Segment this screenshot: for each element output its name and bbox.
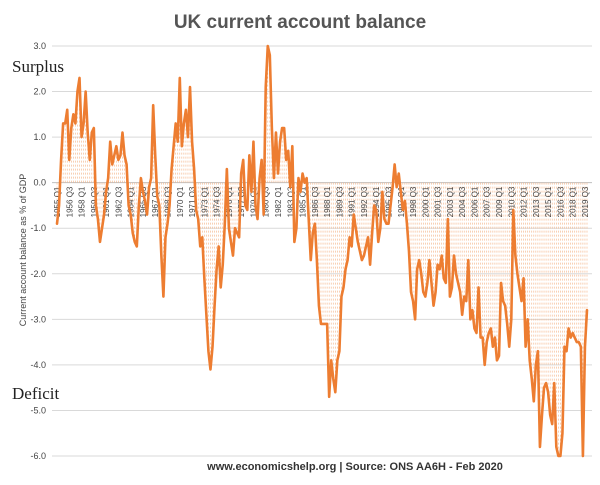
y-tick-label: 1.0 (33, 132, 46, 142)
y-tick-label: 2.0 (33, 87, 46, 97)
x-tick-label: 1985 Q1 (299, 186, 308, 217)
x-tick-label: 1980 Q3 (262, 186, 271, 217)
x-tick-label: 1982 Q1 (274, 186, 283, 217)
x-tick-label: 2003 Q1 (446, 186, 455, 217)
x-tick-label: 2013 Q3 (532, 186, 541, 217)
x-axis-ticks: 1955 Q1 1956 Q3 1958 Q1 1959 Q3 1961 Q1 1962 … (53, 186, 590, 217)
x-tick-label: 2006 Q1 (470, 186, 479, 217)
x-tick-label: 2000 Q1 (421, 186, 430, 217)
y-tick-label: -2.0 (30, 269, 46, 279)
x-tick-label: 1962 Q3 (114, 186, 123, 217)
x-tick-label: 1988 Q1 (323, 186, 332, 217)
x-tick-label: 2019 Q3 (581, 186, 590, 217)
x-tick-label: 2016 Q3 (556, 186, 565, 217)
chart-title: UK current account balance (174, 12, 426, 33)
x-tick-label: 1964 Q1 (127, 186, 136, 217)
x-tick-label: 2012 Q1 (520, 186, 529, 217)
x-tick-label: 1994 Q1 (372, 186, 381, 217)
x-tick-label: 1959 Q3 (90, 186, 99, 217)
x-tick-label: 2018 Q1 (569, 186, 578, 217)
deficit-annotation: Deficit (12, 384, 59, 403)
series-layer (55, 44, 589, 458)
y-tick-label: 3.0 (33, 41, 46, 51)
x-tick-label: 1991 Q1 (348, 186, 357, 217)
drop-lines (56, 46, 588, 456)
x-tick-label: 2001 Q3 (434, 186, 443, 217)
x-tick-label: 1977 Q3 (237, 186, 246, 217)
x-tick-label: 1956 Q3 (65, 186, 74, 217)
x-tick-label: 1958 Q1 (78, 186, 87, 217)
y-tick-label: -6.0 (30, 451, 46, 461)
x-tick-label: 1961 Q1 (102, 186, 111, 217)
x-tick-label: 1971 Q3 (188, 186, 197, 217)
series-line-current-account (55, 44, 589, 458)
y-tick-label: -3.0 (30, 314, 46, 324)
surplus-annotation: Surplus (12, 57, 64, 76)
x-tick-label: 1986 Q3 (311, 186, 320, 217)
y-tick-label: -4.0 (30, 360, 46, 370)
x-tick-label: 1974 Q3 (213, 186, 222, 217)
source-note: www.economicshelp.org | Source: ONS AA6H… (206, 461, 503, 473)
x-tick-label: 1967 Q1 (151, 186, 160, 217)
x-tick-label: 2010 Q3 (507, 186, 516, 217)
x-tick-label: 1992 Q3 (360, 186, 369, 217)
y-tick-label: -5.0 (30, 405, 46, 415)
x-tick-label: 1998 Q3 (409, 186, 418, 217)
x-tick-label: 1955 Q1 (53, 186, 62, 217)
x-tick-label: 1973 Q1 (200, 186, 209, 217)
x-tick-label: 1976 Q1 (225, 186, 234, 217)
y-tick-label: -1.0 (30, 223, 46, 233)
y-axis-label: Current account balance as % of GDP (18, 174, 28, 327)
x-tick-label: 2009 Q1 (495, 186, 504, 217)
x-tick-label: 1970 Q1 (176, 186, 185, 217)
x-tick-label: 1995 Q3 (385, 186, 394, 217)
y-axis-ticks: 3.0 2.0 1.0 0.0 -1.0 -2.0 -3.0 -4.0 -5.0 -6.0 (30, 41, 46, 461)
x-tick-label: 2015 Q1 (544, 186, 553, 217)
x-tick-label: 2004 Q3 (458, 186, 467, 217)
x-tick-label: 1968 Q3 (164, 186, 173, 217)
x-tick-label: 1989 Q3 (335, 186, 344, 217)
x-tick-label: 1979 Q1 (249, 186, 258, 217)
x-tick-label: 2007 Q3 (483, 186, 492, 217)
x-tick-label: 1983 Q3 (286, 186, 295, 217)
y-tick-label: 0.0 (33, 178, 46, 188)
x-tick-label: 1965 Q3 (139, 186, 148, 217)
